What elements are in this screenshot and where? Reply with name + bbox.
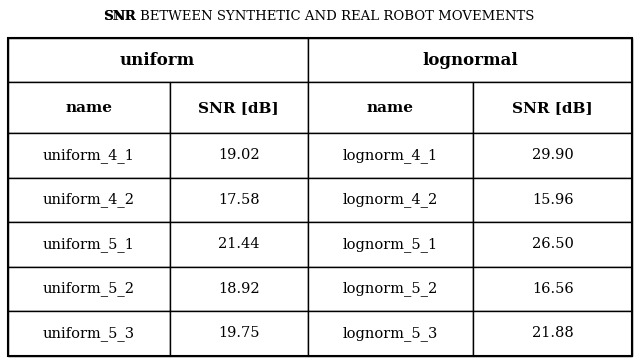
- Text: 29.90: 29.90: [532, 148, 573, 162]
- Text: uniform_5_3: uniform_5_3: [43, 326, 135, 341]
- Bar: [473, 82, 632, 133]
- Text: name: name: [367, 101, 414, 115]
- Text: 26.50: 26.50: [532, 238, 573, 251]
- Bar: [170, 178, 307, 222]
- Bar: [473, 133, 632, 178]
- Bar: [473, 178, 632, 222]
- Text: 16.56: 16.56: [532, 282, 573, 296]
- Text: uniform: uniform: [120, 51, 195, 68]
- Text: 21.88: 21.88: [532, 327, 573, 341]
- Text: uniform_5_2: uniform_5_2: [43, 282, 135, 296]
- Text: lognorm_5_2: lognorm_5_2: [342, 282, 438, 296]
- Bar: [307, 267, 473, 311]
- Bar: [170, 133, 307, 178]
- Text: lognormal: lognormal: [422, 51, 518, 68]
- Text: SNR: SNR: [103, 10, 136, 23]
- Text: 18.92: 18.92: [218, 282, 260, 296]
- Text: 19.75: 19.75: [218, 327, 260, 341]
- Text: 19.02: 19.02: [218, 148, 260, 162]
- Bar: [307, 311, 473, 356]
- Text: uniform_4_2: uniform_4_2: [43, 193, 135, 207]
- Bar: [8, 222, 170, 267]
- Bar: [473, 222, 632, 267]
- Bar: [8, 38, 632, 356]
- Text: lognorm_4_2: lognorm_4_2: [342, 193, 438, 207]
- Bar: [473, 311, 632, 356]
- Bar: [170, 222, 307, 267]
- Text: 15.96: 15.96: [532, 193, 573, 207]
- Bar: [473, 267, 632, 311]
- Text: lognorm_5_1: lognorm_5_1: [342, 237, 438, 252]
- Text: SNR [dB]: SNR [dB]: [513, 101, 593, 115]
- Text: SNR [dB]: SNR [dB]: [198, 101, 279, 115]
- Bar: [170, 311, 307, 356]
- Bar: [8, 133, 170, 178]
- Text: uniform_4_1: uniform_4_1: [43, 148, 135, 163]
- Bar: [307, 222, 473, 267]
- Bar: [8, 38, 307, 82]
- Text: SNR BETWEEN SYNTHETIC AND REAL ROBOT MOVEMENTS: SNR BETWEEN SYNTHETIC AND REAL ROBOT MOV…: [106, 10, 534, 23]
- Text: 17.58: 17.58: [218, 193, 260, 207]
- Bar: [8, 178, 170, 222]
- Bar: [307, 178, 473, 222]
- Bar: [170, 267, 307, 311]
- Text: lognorm_4_1: lognorm_4_1: [342, 148, 438, 163]
- Text: lognorm_5_3: lognorm_5_3: [342, 326, 438, 341]
- Bar: [8, 267, 170, 311]
- Bar: [307, 38, 632, 82]
- Text: 21.44: 21.44: [218, 238, 260, 251]
- Bar: [170, 82, 307, 133]
- Bar: [8, 82, 170, 133]
- Text: uniform_5_1: uniform_5_1: [43, 237, 135, 252]
- Bar: [307, 133, 473, 178]
- Bar: [307, 82, 473, 133]
- Text: name: name: [65, 101, 113, 115]
- Bar: [8, 311, 170, 356]
